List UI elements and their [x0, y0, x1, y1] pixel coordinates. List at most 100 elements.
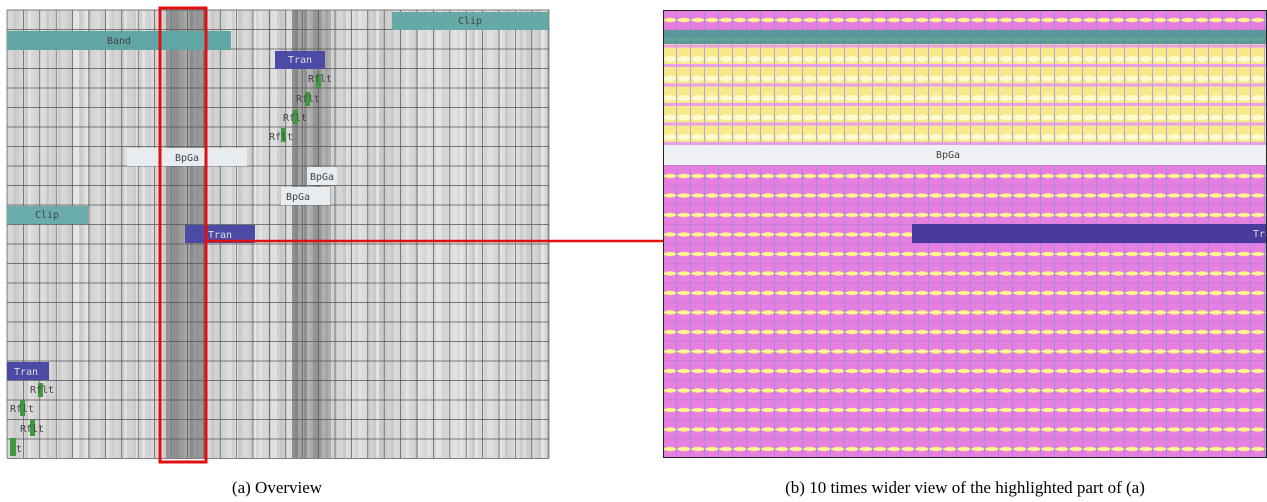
stripe — [394, 10, 397, 458]
stripe — [106, 10, 109, 458]
block-label: Rflt — [269, 132, 293, 143]
stripe — [370, 10, 373, 458]
stripe — [391, 10, 394, 458]
stripe — [64, 10, 67, 458]
block-label: Clip — [458, 16, 482, 27]
stripe — [277, 10, 280, 458]
stripe — [388, 10, 391, 458]
stripe — [25, 10, 28, 458]
stripe — [163, 10, 166, 458]
stripe — [472, 10, 475, 458]
stripe — [424, 10, 427, 458]
stripe — [430, 10, 433, 458]
stripe — [397, 10, 400, 458]
stripe — [352, 10, 355, 458]
tran-block — [912, 224, 1267, 243]
stripe — [148, 10, 151, 458]
stripe — [259, 10, 262, 458]
stripe — [478, 10, 481, 458]
bpga-row — [663, 145, 1267, 165]
stripe — [88, 10, 91, 458]
stripe — [355, 10, 358, 458]
stripe — [73, 10, 76, 458]
stripe — [61, 10, 64, 458]
stripe — [79, 10, 82, 458]
stripe — [286, 10, 289, 458]
block-label: Rflt — [283, 113, 307, 124]
stripe — [19, 10, 22, 458]
stripe — [10, 10, 13, 458]
stripe — [7, 10, 10, 458]
stripe — [58, 10, 61, 458]
block-label: Rflt — [20, 424, 44, 435]
stripe — [463, 10, 466, 458]
stripe — [121, 10, 124, 458]
stripe — [256, 10, 259, 458]
stripe — [289, 10, 292, 458]
block-label: Tran — [288, 55, 312, 66]
stripe — [136, 10, 139, 458]
stripe — [361, 10, 364, 458]
stripe — [532, 10, 535, 458]
stripe — [415, 10, 418, 458]
stripe — [511, 10, 514, 458]
stripe — [181, 10, 184, 458]
stripe — [133, 10, 136, 458]
stripe — [337, 10, 340, 458]
stripe — [403, 10, 406, 458]
stripe — [166, 10, 169, 458]
stripe — [109, 10, 112, 458]
block-label: Rflt — [308, 74, 332, 85]
stripe — [475, 10, 478, 458]
stripe — [91, 10, 94, 458]
stripe — [340, 10, 343, 458]
stripe — [451, 10, 454, 458]
block-label: Clip — [35, 210, 59, 221]
stripe — [280, 10, 283, 458]
stripe — [376, 10, 379, 458]
stripe — [538, 10, 541, 458]
stripe — [262, 10, 265, 458]
zoomed-row — [663, 10, 1267, 30]
stripe — [76, 10, 79, 458]
stripe — [169, 10, 172, 458]
stripe — [541, 10, 544, 458]
caption: (b) 10 times wider view of the highlight… — [785, 478, 1145, 497]
zoomed-row — [663, 44, 1267, 145]
stripe — [271, 10, 274, 458]
stripe — [358, 10, 361, 458]
stripe — [499, 10, 502, 458]
caption: (a) Overview — [232, 478, 323, 497]
stripe — [385, 10, 388, 458]
stripe — [496, 10, 499, 458]
block-label: Tran — [208, 230, 232, 241]
block-label: BpGa — [936, 150, 960, 161]
overview-panel: Clip Band Tran Rflt Rflt Rflt Rflt BpGa … — [7, 8, 550, 462]
stripe — [520, 10, 523, 458]
figure: Clip Band Tran Rflt Rflt Rflt Rflt BpGa … — [0, 0, 1267, 502]
stripe — [487, 10, 490, 458]
stripe — [454, 10, 457, 458]
stripe — [379, 10, 382, 458]
stripe — [94, 10, 97, 458]
block-label: BpGa — [310, 172, 334, 183]
stripe — [343, 10, 346, 458]
stripe — [16, 10, 19, 458]
stripe — [175, 10, 178, 458]
stripe — [406, 10, 409, 458]
stripe — [484, 10, 487, 458]
stripe — [145, 10, 148, 458]
stripe — [445, 10, 448, 458]
stripe — [439, 10, 442, 458]
stripe — [82, 10, 85, 458]
stripe — [292, 10, 295, 458]
stripe — [67, 10, 70, 458]
stripe — [436, 10, 439, 458]
stripe — [526, 10, 529, 458]
stripe — [85, 10, 88, 458]
stripe — [115, 10, 118, 458]
stripe — [13, 10, 16, 458]
block-label: Rflt — [30, 385, 54, 396]
block-label: Tra — [1253, 229, 1267, 240]
stripe — [493, 10, 496, 458]
